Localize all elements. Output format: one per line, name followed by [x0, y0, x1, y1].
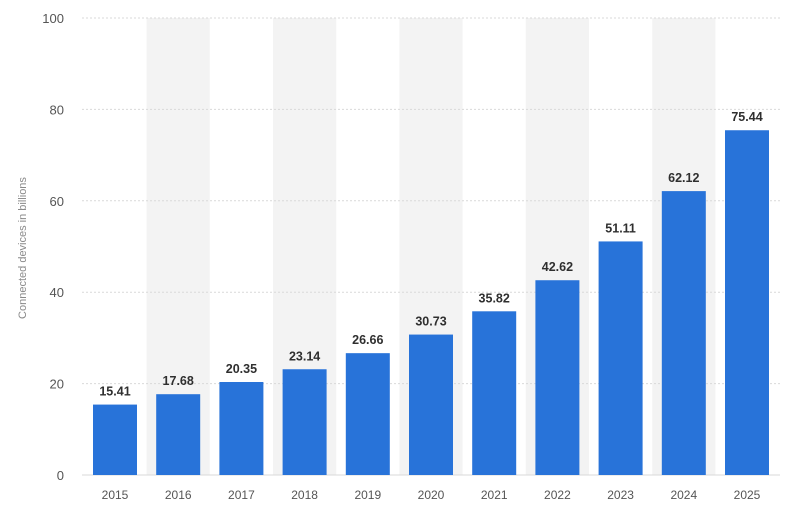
x-tick-label: 2022	[544, 488, 571, 502]
bar	[535, 280, 580, 475]
x-tick-label: 2017	[228, 488, 255, 502]
data-label: 17.68	[163, 374, 194, 388]
x-axis-ticks: 2015 2016 2017 2018 2019 2020 2021 2022 2023 2024…	[102, 488, 761, 502]
bar	[598, 241, 643, 475]
data-label: 62.12	[668, 171, 699, 185]
bar	[661, 191, 706, 475]
x-tick-label: 2024	[670, 488, 697, 502]
bars	[93, 130, 769, 475]
y-tick-label: 20	[50, 377, 64, 392]
x-tick-label: 2019	[354, 488, 381, 502]
data-label: 15.41	[99, 385, 130, 399]
bar	[156, 394, 201, 475]
x-tick-label: 2018	[291, 488, 318, 502]
y-tick-label: 80	[50, 102, 64, 117]
data-label: 26.66	[352, 333, 383, 347]
data-label: 42.62	[542, 260, 573, 274]
bar	[725, 130, 769, 475]
x-tick-label: 2021	[481, 488, 508, 502]
data-label: 23.14	[289, 349, 320, 363]
x-tick-label: 2023	[607, 488, 634, 502]
data-label: 35.82	[479, 291, 510, 305]
data-label: 30.73	[415, 315, 446, 329]
data-label: 20.35	[226, 362, 257, 376]
y-tick-label: 60	[50, 194, 64, 209]
y-axis-label: Connected devices in billions	[17, 177, 29, 319]
x-tick-label: 2015	[102, 488, 129, 502]
data-labels: 15.41 17.68 20.35 23.14 26.66 30.73 35.82 42.62…	[99, 110, 762, 398]
bar	[409, 334, 453, 475]
x-tick-label: 2016	[165, 488, 192, 502]
y-tick-label: 100	[42, 11, 64, 26]
bar	[345, 353, 390, 475]
data-label: 51.11	[605, 221, 636, 235]
x-tick-label: 2020	[418, 488, 445, 502]
x-tick-label: 2025	[734, 488, 761, 502]
y-tick-label: 40	[50, 285, 64, 300]
data-label: 75.44	[731, 110, 762, 124]
y-axis-ticks: 0 20 40 60 80 100	[42, 11, 64, 483]
bar	[472, 311, 517, 475]
bar	[282, 369, 327, 475]
bar	[219, 382, 264, 475]
y-tick-label: 0	[57, 468, 64, 483]
bar	[93, 404, 137, 475]
